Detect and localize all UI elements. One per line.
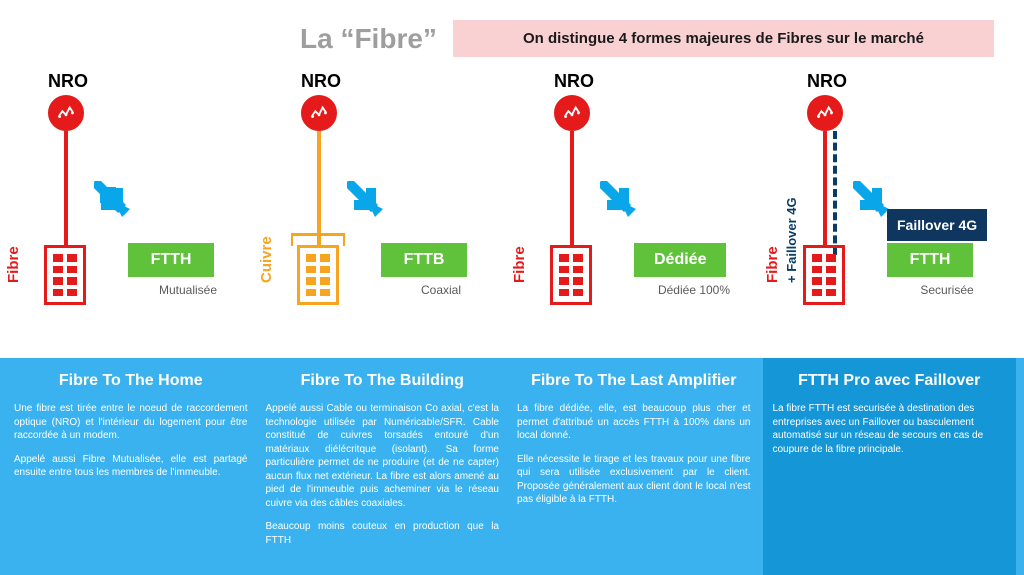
fiber-line [570,131,574,247]
nro-label: NRO [807,71,847,92]
badge-dediee: Dédiée [634,243,726,277]
desc-text: Appelé aussi Cable ou terminaison Co axi… [266,402,500,547]
desc-title: Fibre To The Building [266,372,500,390]
header-banner: On distingue 4 formes majeures de Fibres… [453,20,994,57]
desc-faillover: FTTH Pro avec Faillover La fibre FTTH es… [763,358,1017,575]
nro-label: NRO [554,71,594,92]
subtype-label: Securisée [887,283,1007,297]
page-title: La “Fibre” [300,23,437,55]
globe-icon [807,95,843,131]
building-icon [44,245,86,305]
column-fttb: NRO Cuivre FTTB Coaxial [261,71,510,341]
desc-title: Fibre To The Last Amplifier [517,372,751,390]
subtype-label: Mutualisée [128,283,248,297]
badge-fttb: FTTB [381,243,467,277]
subtype-label: Coaxial [381,283,501,297]
badge-ftth: FTTH [887,243,973,277]
side-label-fibre: Fibre [511,246,528,283]
building-icon [550,245,592,305]
badge-ftth: FTTH [128,243,214,277]
side-label-fibre: Fibre [764,246,781,283]
side-label-faillover: + Faillover 4G [784,197,799,283]
building-icon [297,245,339,305]
desc-text: Une fibre est tirée entre le noeud de ra… [14,402,248,480]
description-row: Fibre To The Home Une fibre est tirée en… [0,358,1024,575]
side-label-cuivre: Cuivre [258,236,275,283]
arrow-icon [600,181,640,226]
header: La “Fibre” On distingue 4 formes majeure… [0,0,1024,65]
faillover-line [833,131,837,255]
desc-text: La fibre FTTH est securisée à destinatio… [773,402,1007,456]
desc-ftth: Fibre To The Home Une fibre est tirée en… [8,372,254,557]
copper-line [317,131,321,247]
fiber-line [823,131,827,247]
column-dediee: NRO Fibre Dédiée Dédiée 100% [514,71,763,341]
column-ftth: NRO Fibre FTTH Mutualisée [8,71,257,341]
side-label-fibre: Fibre [5,246,22,283]
desc-fttb: Fibre To The Building Appelé aussi Cable… [260,372,506,557]
globe-icon [48,95,84,131]
arrow-icon [94,181,134,226]
column-faillover: NRO Fibre + Faillover 4G Faillover 4G FT… [767,71,1016,341]
desc-dediee: Fibre To The Last Amplifier La fibre déd… [511,372,757,557]
diagram-row: NRO Fibre FTTH Mutualisée NRO Cuivre FTT… [0,65,1024,341]
subtype-label: Dédiée 100% [634,283,754,297]
nro-label: NRO [301,71,341,92]
globe-icon [554,95,590,131]
nro-label: NRO [48,71,88,92]
badge-faillover-4g: Faillover 4G [887,209,987,241]
desc-text: La fibre dédiée, elle, est beaucoup plus… [517,402,751,507]
crane-icon [291,233,345,247]
building-icon [803,245,845,305]
desc-title: Fibre To The Home [14,372,248,390]
fiber-line [64,131,68,247]
arrow-icon [347,181,387,226]
globe-icon [301,95,337,131]
desc-title: FTTH Pro avec Faillover [773,372,1007,390]
